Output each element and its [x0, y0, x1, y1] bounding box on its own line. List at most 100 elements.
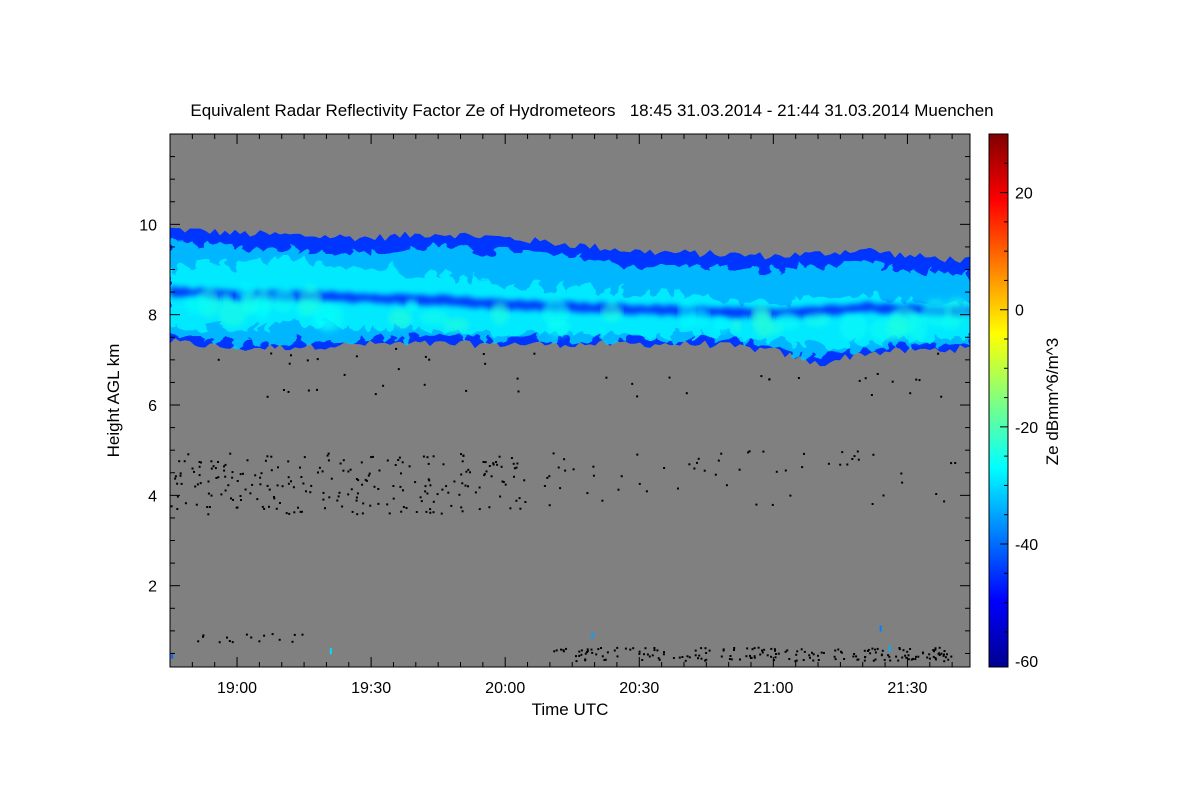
noise-echo: [215, 477, 218, 479]
noise-echo: [833, 655, 836, 658]
noise-echo: [414, 481, 417, 484]
noise-echo: [940, 395, 943, 398]
noise-echo: [901, 481, 904, 484]
noise-echo: [504, 483, 507, 486]
noise-echo: [458, 493, 461, 496]
noise-echo: [694, 649, 697, 652]
noise-echo: [720, 655, 723, 658]
noise-echo: [365, 479, 368, 482]
noise-echo: [934, 647, 937, 650]
noise-echo: [638, 652, 641, 655]
noise-echo: [786, 649, 789, 652]
noise-echo: [351, 510, 354, 513]
noise-echo: [858, 379, 861, 382]
noise-echo: [251, 483, 254, 486]
noise-echo: [256, 498, 259, 501]
noise-echo: [395, 347, 398, 350]
noise-echo: [415, 511, 418, 513]
noise-echo: [553, 650, 556, 653]
noise-echo: [202, 635, 204, 638]
point-echo: [888, 645, 891, 652]
noise-echo: [510, 457, 513, 459]
noise-echo: [934, 648, 937, 651]
noise-echo: [839, 463, 842, 466]
cloud-cell: [601, 302, 623, 323]
x-tick-label: 21:00: [753, 680, 793, 697]
noise-echo: [837, 648, 840, 651]
noise-echo: [915, 378, 918, 381]
x-tick-label: 19:30: [351, 680, 391, 697]
noise-echo: [461, 460, 464, 463]
noise-echo: [802, 659, 805, 661]
noise-echo: [703, 469, 706, 472]
noise-echo: [223, 469, 226, 472]
noise-echo: [937, 652, 940, 655]
y-axis-label: Height AGL km: [104, 344, 123, 458]
noise-echo: [207, 480, 210, 483]
noise-echo: [330, 477, 333, 480]
noise-echo: [342, 459, 345, 462]
noise-echo: [688, 656, 691, 659]
noise-echo: [195, 503, 198, 506]
noise-echo: [445, 485, 448, 488]
noise-echo: [516, 462, 519, 465]
noise-echo: [517, 390, 520, 393]
noise-echo: [562, 649, 565, 652]
noise-echo: [795, 653, 798, 656]
noise-echo: [840, 651, 843, 654]
noise-echo: [488, 465, 491, 467]
noise-echo: [704, 659, 707, 662]
noise-echo: [210, 460, 213, 463]
noise-echo: [745, 655, 748, 658]
cloud-cell: [542, 297, 570, 328]
noise-echo: [564, 469, 567, 472]
noise-echo: [601, 655, 604, 658]
noise-echo: [198, 461, 201, 463]
colorbar-tick-label: -20: [1015, 420, 1038, 437]
noise-echo: [218, 641, 221, 644]
noise-echo: [700, 657, 703, 660]
noise-echo: [236, 506, 239, 509]
noise-echo: [827, 462, 830, 465]
noise-echo: [483, 473, 486, 476]
noise-echo: [429, 508, 432, 511]
noise-echo: [397, 459, 400, 461]
noise-echo: [601, 499, 604, 502]
noise-echo: [872, 453, 875, 456]
x-axis-ticks: 19:00 19:30 20:00 20:30 21:00 21:30: [191, 134, 953, 697]
colorbar-ticks: -60 -40 -20 0 20: [1000, 162, 1038, 671]
noise-echo: [461, 482, 464, 485]
y-tick-label: 4: [148, 488, 157, 505]
noise-echo: [306, 359, 309, 362]
noise-echo: [460, 506, 463, 509]
noise-echo: [377, 488, 380, 490]
noise-echo: [677, 487, 679, 490]
noise-echo: [174, 477, 177, 480]
noise-echo: [841, 451, 844, 454]
noise-echo: [748, 450, 751, 453]
noise-echo: [898, 647, 901, 649]
noise-echo: [281, 485, 284, 488]
noise-echo: [880, 653, 883, 656]
noise-echo: [360, 461, 363, 464]
noise-echo: [768, 378, 771, 381]
point-echo: [329, 648, 332, 655]
noise-echo: [515, 499, 518, 502]
noise-echo: [232, 498, 234, 501]
noise-echo: [369, 504, 372, 507]
noise-echo: [187, 453, 190, 456]
noise-echo: [688, 463, 691, 466]
noise-echo: [605, 376, 608, 379]
noise-echo: [300, 476, 303, 478]
noise-echo: [895, 655, 898, 658]
noise-echo: [502, 481, 505, 483]
noise-echo: [524, 501, 527, 503]
noise-echo: [678, 656, 681, 659]
x-tick-label: 20:30: [619, 680, 659, 697]
noise-echo: [763, 648, 766, 651]
noise-echo: [509, 507, 512, 510]
cloud-cell: [405, 298, 419, 312]
noise-echo: [906, 650, 909, 653]
noise-echo: [876, 373, 879, 375]
noise-echo: [653, 647, 656, 649]
